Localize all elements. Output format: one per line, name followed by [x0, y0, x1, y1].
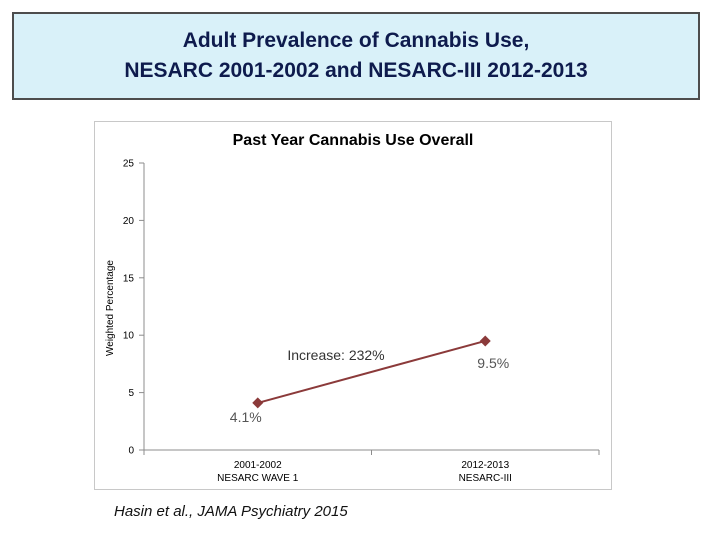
y-axis-label: Weighted Percentage: [105, 260, 116, 356]
x-tick-label: 2012-2013: [461, 460, 509, 471]
y-tick-label: 5: [128, 388, 134, 399]
y-tick-label: 25: [123, 159, 135, 170]
data-point-marker: [479, 335, 491, 347]
chart-frame: [94, 121, 612, 490]
data-label: 4.1%: [230, 409, 262, 425]
x-tick-label: NESARC-III: [459, 473, 512, 484]
citation: Hasin et al., JAMA Psychiatry 2015: [114, 503, 348, 520]
y-tick-label: 0: [128, 446, 134, 457]
chart-title: Past Year Cannabis Use Overall: [233, 132, 474, 149]
x-tick-label: 2001-2002: [234, 460, 282, 471]
slide-title-line2: NESARC 2001-2002 and NESARC-III 2012-201…: [124, 59, 588, 82]
y-tick-label: 10: [123, 331, 135, 342]
y-tick-label: 15: [123, 273, 135, 284]
slide-title-box: Adult Prevalence of Cannabis Use, NESARC…: [12, 12, 700, 100]
slide-title-line1: Adult Prevalence of Cannabis Use,: [182, 29, 530, 52]
y-tick-label: 20: [123, 216, 135, 227]
data-point-marker: [252, 397, 264, 409]
series-line: [257, 339, 486, 404]
data-label: 9.5%: [477, 355, 509, 371]
increase-annotation: Increase: 232%: [287, 347, 384, 363]
x-tick-label: NESARC WAVE 1: [217, 473, 299, 484]
